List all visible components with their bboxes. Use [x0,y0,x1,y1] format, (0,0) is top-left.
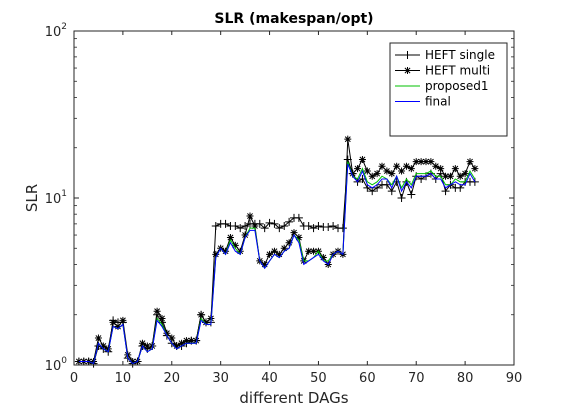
data-point-heft-multi [388,170,395,177]
x-tick-label: 50 [310,371,327,386]
data-point-heft-multi [110,319,117,326]
x-tick-label: 60 [359,371,376,386]
data-point-heft-multi [247,213,254,220]
legend-label-final: final [425,95,451,109]
y-tick-label: 100 [45,356,68,374]
x-tick-label: 30 [212,371,229,386]
x-tick-label: 80 [457,371,474,386]
x-tick-label: 90 [506,371,523,386]
data-point-heft-multi [119,317,126,324]
legend-label-heft-single: HEFT single [425,48,495,62]
data-point-heft-multi [471,165,478,172]
data-point-heft-multi [374,170,381,177]
legend-label-proposed1: proposed1 [425,79,488,93]
data-point-heft-multi [447,173,454,180]
chart-title: SLR (makespan/opt) [214,11,373,27]
y-tick-label: 101 [45,189,67,207]
data-point-heft-multi [437,165,444,172]
x-axis-title: different DAGs [239,389,348,407]
data-point-heft-multi [168,335,175,342]
data-point-heft-multi [95,335,102,342]
legend-marker-heft-multi [404,67,411,74]
y-axis-title: SLR [23,184,41,212]
data-point-heft-multi [359,156,366,163]
legend-label-heft-multi: HEFT multi [425,64,490,78]
data-point-heft-multi [452,165,459,172]
x-tick-label: 20 [164,371,181,386]
data-point-heft-multi [154,308,161,315]
x-tick-label: 0 [70,371,78,386]
x-tick-label: 10 [115,371,132,386]
data-point-heft-multi [408,165,415,172]
data-point-heft-multi [271,248,278,255]
y-tick-label: 102 [45,22,67,40]
data-point-heft-multi [467,158,474,165]
x-tick-label: 40 [261,371,278,386]
data-point-heft-multi [198,311,205,318]
x-tick-label: 70 [408,371,425,386]
data-point-heft-multi [344,136,351,143]
data-point-heft-multi [354,165,361,172]
data-point-heft-multi [266,251,273,258]
